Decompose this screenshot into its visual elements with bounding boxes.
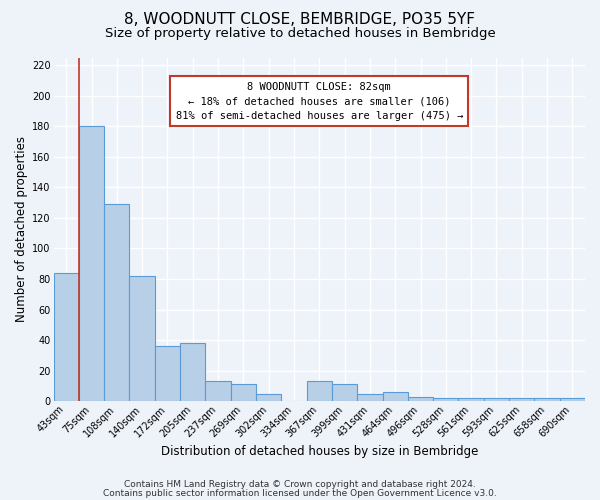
- Bar: [130, 276, 155, 402]
- Bar: [408, 396, 433, 402]
- Bar: [332, 384, 357, 402]
- Text: Contains public sector information licensed under the Open Government Licence v3: Contains public sector information licen…: [103, 489, 497, 498]
- Text: 8 WOODNUTT CLOSE: 82sqm
← 18% of detached houses are smaller (106)
81% of semi-d: 8 WOODNUTT CLOSE: 82sqm ← 18% of detache…: [176, 82, 463, 121]
- Text: 8, WOODNUTT CLOSE, BEMBRIDGE, PO35 5YF: 8, WOODNUTT CLOSE, BEMBRIDGE, PO35 5YF: [125, 12, 476, 28]
- Bar: [357, 394, 383, 402]
- Bar: [535, 398, 560, 402]
- Bar: [79, 126, 104, 402]
- Text: Size of property relative to detached houses in Bembridge: Size of property relative to detached ho…: [104, 28, 496, 40]
- Bar: [155, 346, 180, 402]
- X-axis label: Distribution of detached houses by size in Bembridge: Distribution of detached houses by size …: [161, 444, 478, 458]
- Bar: [560, 398, 585, 402]
- Text: Contains HM Land Registry data © Crown copyright and database right 2024.: Contains HM Land Registry data © Crown c…: [124, 480, 476, 489]
- Bar: [231, 384, 256, 402]
- Bar: [433, 398, 458, 402]
- Y-axis label: Number of detached properties: Number of detached properties: [15, 136, 28, 322]
- Bar: [458, 398, 484, 402]
- Bar: [256, 394, 281, 402]
- Bar: [104, 204, 130, 402]
- Bar: [180, 343, 205, 402]
- Bar: [509, 398, 535, 402]
- Bar: [53, 273, 79, 402]
- Bar: [484, 398, 509, 402]
- Bar: [383, 392, 408, 402]
- Bar: [205, 382, 231, 402]
- Bar: [307, 382, 332, 402]
